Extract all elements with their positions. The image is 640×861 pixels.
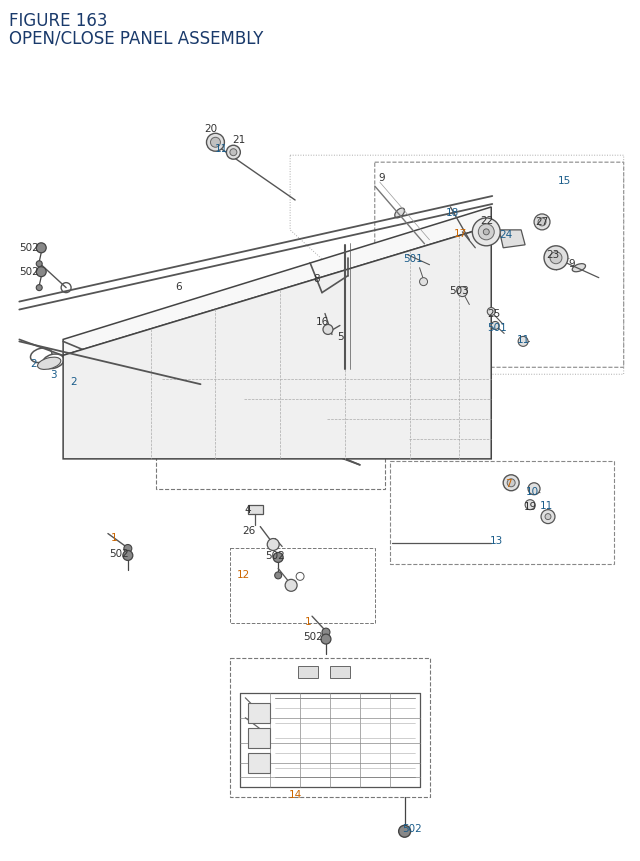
Circle shape [124,545,132,553]
Text: 27: 27 [536,217,548,226]
Text: FIGURE 163: FIGURE 163 [10,12,108,30]
Text: 7: 7 [505,478,511,488]
Text: 6: 6 [175,282,182,291]
Text: 501: 501 [403,253,422,263]
Circle shape [321,635,331,644]
Circle shape [487,308,495,316]
Text: 502: 502 [402,823,422,833]
Ellipse shape [42,355,64,369]
Text: 19: 19 [524,501,537,511]
Ellipse shape [31,349,52,363]
Text: 25: 25 [488,308,501,319]
Circle shape [483,230,489,236]
Polygon shape [298,666,318,678]
Polygon shape [499,231,525,249]
Text: 11: 11 [516,335,530,345]
Text: 502: 502 [19,243,39,252]
Text: OPEN/CLOSE PANEL ASSEMBLY: OPEN/CLOSE PANEL ASSEMBLY [10,30,264,47]
Text: 3: 3 [50,370,56,380]
Text: 1: 1 [111,532,117,542]
Circle shape [285,579,297,592]
Text: 22: 22 [481,215,494,226]
Text: 2: 2 [70,377,76,387]
Circle shape [275,573,282,579]
Circle shape [503,475,519,491]
Circle shape [323,325,333,335]
Circle shape [525,500,535,510]
Text: 21: 21 [233,135,246,146]
Text: 9: 9 [378,173,385,183]
Text: 12: 12 [237,570,250,579]
Ellipse shape [38,358,61,370]
Text: 16: 16 [316,317,328,327]
Circle shape [322,629,330,636]
Text: 18: 18 [446,208,459,218]
Ellipse shape [456,219,463,228]
Circle shape [538,219,546,226]
Circle shape [399,826,411,837]
Ellipse shape [395,209,404,219]
Polygon shape [63,208,492,356]
Circle shape [550,252,562,264]
Circle shape [528,483,540,495]
Text: 502: 502 [266,551,285,561]
Circle shape [420,278,428,287]
Text: 10: 10 [525,486,539,496]
Circle shape [458,288,467,297]
Polygon shape [63,226,492,459]
Text: 503: 503 [449,285,469,295]
Polygon shape [248,505,263,514]
Ellipse shape [415,257,424,263]
Polygon shape [248,753,270,772]
Circle shape [507,480,515,487]
Circle shape [545,514,551,520]
Circle shape [534,214,550,231]
Text: 17: 17 [454,228,467,238]
Text: 4: 4 [244,504,251,514]
Circle shape [230,150,237,157]
Text: 502: 502 [109,548,129,559]
Text: 2: 2 [30,359,36,369]
Circle shape [36,262,42,268]
Ellipse shape [463,237,476,246]
Circle shape [207,134,225,152]
Circle shape [544,246,568,270]
Circle shape [36,285,42,291]
Text: 9: 9 [568,258,575,269]
Circle shape [492,322,499,330]
Text: 20: 20 [204,124,217,134]
Text: 501: 501 [487,323,507,333]
Circle shape [541,510,555,524]
Circle shape [123,551,133,561]
Text: 502: 502 [303,631,323,641]
Text: 11: 11 [215,144,228,154]
Text: 11: 11 [540,500,552,510]
Circle shape [227,146,241,160]
Text: 8: 8 [314,273,321,283]
Text: 502: 502 [19,266,39,276]
Circle shape [273,553,283,563]
Ellipse shape [572,264,586,272]
Circle shape [472,219,500,246]
Text: 15: 15 [558,176,572,186]
Polygon shape [248,703,270,723]
Text: 14: 14 [289,790,301,800]
Circle shape [36,244,46,253]
Text: 23: 23 [547,250,559,259]
Text: 1: 1 [305,616,312,627]
Circle shape [211,138,220,148]
Circle shape [36,268,46,277]
Text: 13: 13 [490,535,503,545]
Circle shape [518,337,528,347]
Circle shape [478,225,494,240]
Text: 26: 26 [243,525,256,535]
Text: 24: 24 [500,230,513,239]
Polygon shape [248,728,270,747]
Polygon shape [330,666,350,678]
Circle shape [268,539,279,551]
Text: 5: 5 [337,332,344,342]
